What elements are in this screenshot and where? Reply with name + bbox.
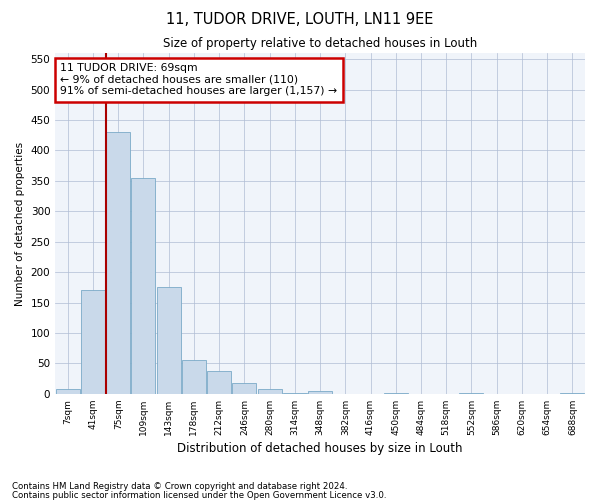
Bar (460, 392, 484, 394)
Text: Contains HM Land Registry data © Crown copyright and database right 2024.: Contains HM Land Registry data © Crown c… (12, 482, 347, 491)
Text: 11, TUDOR DRIVE, LOUTH, LN11 9EE: 11, TUDOR DRIVE, LOUTH, LN11 9EE (166, 12, 434, 28)
Bar (232, 383, 256, 394)
Bar (283, 392, 307, 394)
Text: Contains public sector information licensed under the Open Government Licence v3: Contains public sector information licen… (12, 490, 386, 500)
Bar (257, 389, 281, 394)
Bar (308, 391, 332, 394)
Bar (56, 389, 80, 394)
X-axis label: Distribution of detached houses by size in Louth: Distribution of detached houses by size … (178, 442, 463, 455)
Title: Size of property relative to detached houses in Louth: Size of property relative to detached ho… (163, 38, 477, 51)
Bar (182, 360, 206, 394)
Bar (131, 178, 155, 394)
Text: 11 TUDOR DRIVE: 69sqm
← 9% of detached houses are smaller (110)
91% of semi-deta: 11 TUDOR DRIVE: 69sqm ← 9% of detached h… (61, 64, 338, 96)
Bar (81, 290, 105, 394)
Bar (207, 370, 231, 394)
Bar (157, 288, 181, 394)
Bar (560, 392, 584, 394)
Bar (384, 392, 408, 394)
Bar (106, 132, 130, 394)
Y-axis label: Number of detached properties: Number of detached properties (15, 142, 25, 306)
